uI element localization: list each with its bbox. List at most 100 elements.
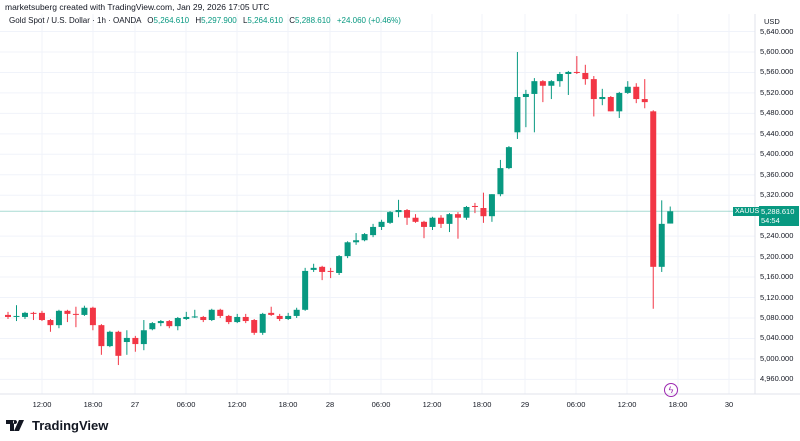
open-label: O [147,16,154,25]
price-tick: 5,560.000 [760,67,794,77]
candle-body [607,97,614,112]
price-tick: 5,640.000 [760,26,794,36]
candle [55,309,62,329]
close-value: 5,288.610 [295,16,331,25]
candle [251,319,258,335]
candle [607,95,614,112]
candle [183,311,190,321]
candle [599,88,606,106]
time-tick: 27 [130,400,140,409]
candle-body [633,86,640,100]
candle [471,202,478,214]
candle [590,76,597,117]
candle-body [5,314,11,317]
candle-body [429,217,436,227]
time-tick: 29 [520,400,530,409]
time-tick: 12:00 [422,400,442,409]
candle [98,324,105,355]
candle-body [89,307,96,326]
candle-body [421,221,428,227]
candle-body [548,81,555,86]
candle-body [72,313,79,315]
candle-body [658,223,665,267]
candle-body [251,320,258,333]
candle [208,308,215,322]
price-tick: 5,040.000 [760,333,794,343]
candle [81,305,88,316]
candle-body [293,309,300,316]
candle-body [480,208,487,217]
candle [30,311,37,321]
candle-body [488,194,495,217]
candle-body [81,307,88,315]
change-value: +24.060 (+0.46%) [336,16,401,25]
low-value: 5,264.610 [247,16,283,25]
candle [421,220,428,239]
candle [268,306,275,316]
bar-countdown: 54:54 [761,216,780,225]
candle [132,335,139,352]
candle-body [370,226,377,236]
candle-body [582,72,589,80]
candle-body [285,315,292,320]
candle-body [13,315,20,317]
candle [641,79,648,109]
candle [166,320,173,329]
candle-body [514,97,521,133]
candle [370,223,377,238]
candle [565,70,572,95]
price-tick: 5,400.000 [760,149,794,159]
candle [497,159,504,197]
candle-body [361,234,368,241]
candle [327,267,334,279]
candle [548,80,555,100]
candle [437,215,444,228]
candle [310,263,317,272]
candle-body [183,316,190,320]
price-tick: 5,160.000 [760,272,794,282]
candle-body [497,168,504,195]
candle-body [437,217,444,224]
candle [64,309,71,323]
candle [463,205,470,220]
candle [38,310,45,322]
lightning-icon[interactable]: ϟ [664,383,678,397]
price-tick: 5,240.000 [760,231,794,241]
candle-body [208,309,215,321]
candle-body [268,312,275,315]
candle-body [149,323,156,330]
candle [302,267,309,311]
candle [157,320,164,327]
candle-body [378,221,385,227]
candle [191,309,198,318]
candle [539,80,546,103]
open-value: 5,264.610 [153,16,190,25]
candle-body [471,205,478,207]
currency-label[interactable]: USD [764,17,780,26]
candle [650,110,657,309]
candle-body [327,270,334,272]
candle-body [650,111,657,267]
candle-body [259,313,266,333]
candle [115,330,122,366]
candle [344,241,351,259]
candle [293,307,300,318]
candle [361,233,368,242]
time-tick: 28 [325,400,335,409]
price-tick: 5,000.000 [760,353,794,363]
candle [47,319,54,332]
logo-text: TradingView [32,418,109,433]
candle [582,64,589,85]
candle [667,206,674,224]
price-tick: 5,600.000 [760,47,794,56]
symbol-description[interactable]: Gold Spot / U.S. Dollar · 1h · OANDA [9,16,142,25]
price-tick: 5,520.000 [760,87,794,97]
candle [149,322,156,331]
candle-body [217,309,224,316]
high-label: H [195,16,202,25]
time-tick: 12:00 [617,400,637,409]
candle [505,146,512,170]
tradingview-logo[interactable]: TradingView [6,418,108,433]
candle-body [641,99,648,103]
